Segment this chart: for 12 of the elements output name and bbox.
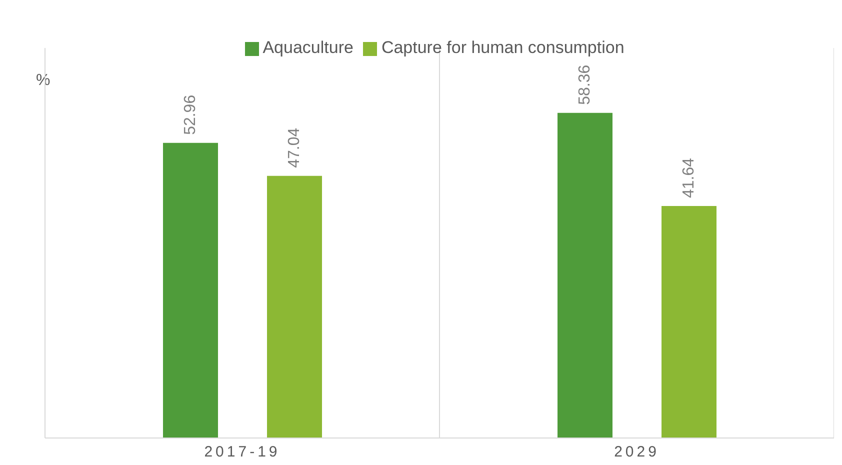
legend-label: Capture for human consumption (381, 38, 624, 57)
data-label: 58.36 (576, 64, 594, 105)
bar (662, 206, 716, 438)
data-label: 47.04 (286, 128, 303, 168)
legend-label: Aquaculture (262, 38, 354, 57)
data-label: 41.64 (680, 158, 698, 198)
data-label: 52.96 (182, 94, 199, 135)
x-tick-label: 2017-19 (204, 444, 280, 461)
x-tick-label: 2029 (614, 444, 660, 461)
bar (163, 142, 218, 438)
bar (558, 112, 612, 438)
bar (267, 176, 322, 438)
